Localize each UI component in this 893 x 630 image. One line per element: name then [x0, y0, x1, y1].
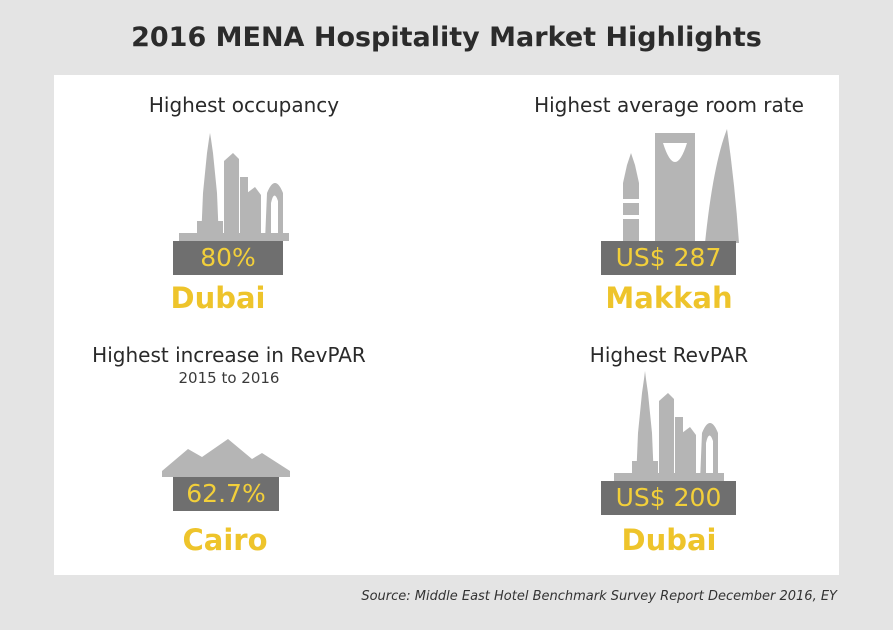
- value-text: US$ 200: [615, 483, 722, 512]
- highlight-revpar-increase: Highest increase in RevPAR 2015 to 2016 …: [64, 335, 394, 575]
- city-name: Cairo: [182, 523, 268, 557]
- highlight-subheading: 2015 to 2016: [178, 369, 280, 387]
- dubai-skyline-icon: [179, 133, 289, 241]
- highlight-heading: Highest average room rate: [534, 93, 804, 117]
- value-text: 62.7%: [186, 479, 266, 508]
- highlight-heading: Highest occupancy: [148, 93, 340, 117]
- value-box: 80%: [173, 241, 283, 275]
- highlight-room-rate: Highest average room rate US$ 287 Makkah: [514, 75, 824, 325]
- value-text: 80%: [200, 243, 256, 272]
- city-name: Dubai: [170, 281, 266, 315]
- highlight-occupancy: Highest occupancy 80% Dubai: [94, 75, 394, 325]
- value-text: US$ 287: [615, 243, 722, 272]
- dubai-skyline-icon: [614, 371, 724, 481]
- pyramids-icon: [162, 439, 290, 477]
- highlight-heading: Highest RevPAR: [589, 343, 749, 367]
- source-note: Source: Middle East Hotel Benchmark Surv…: [361, 589, 837, 604]
- value-box: US$ 200: [601, 481, 736, 515]
- value-box: US$ 287: [601, 241, 736, 275]
- page-title: 2016 MENA Hospitality Market Highlights: [131, 22, 762, 53]
- highlight-revpar: Highest RevPAR US$ 200 Dubai: [514, 335, 824, 575]
- city-name: Dubai: [621, 523, 717, 557]
- makkah-skyline-icon: [621, 129, 739, 243]
- highlight-heading: Highest increase in RevPAR: [92, 343, 366, 367]
- value-box: 62.7%: [173, 477, 279, 511]
- highlights-panel: Highest occupancy 80% Dubai Highest aver…: [54, 75, 839, 575]
- city-name: Makkah: [605, 281, 733, 315]
